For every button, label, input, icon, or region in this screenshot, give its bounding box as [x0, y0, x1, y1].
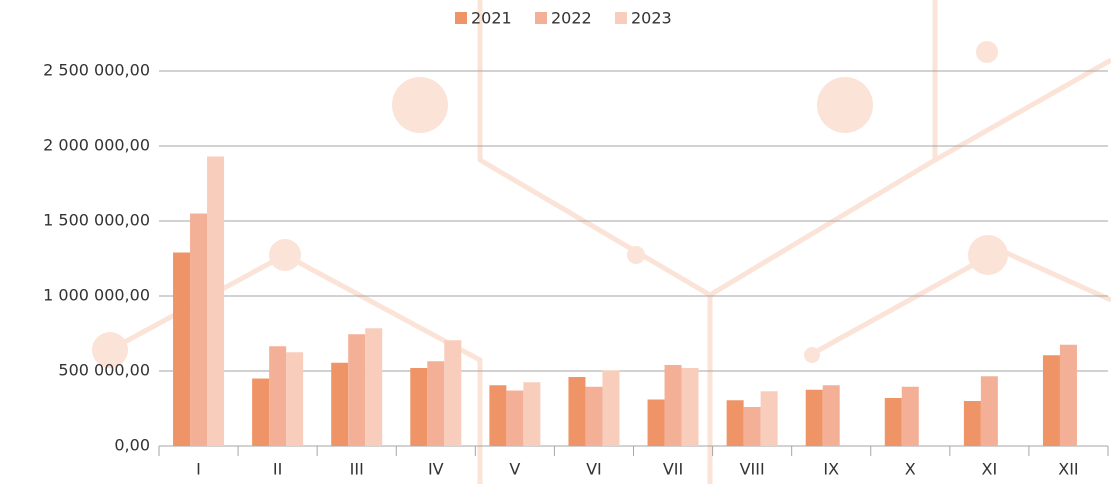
bar	[489, 385, 506, 446]
x-tick-label: V	[509, 460, 520, 479]
legend-swatch	[535, 12, 547, 24]
x-tick-label: XII	[1058, 460, 1078, 479]
x-tick-label: VII	[663, 460, 683, 479]
bar	[585, 387, 602, 446]
legend-swatch	[455, 12, 467, 24]
bar	[885, 398, 902, 446]
bar	[427, 361, 444, 446]
bar	[902, 387, 919, 446]
bar	[190, 214, 207, 447]
x-tick-label: VIII	[740, 460, 765, 479]
bar	[761, 391, 778, 446]
bar	[173, 253, 190, 447]
legend-label: 2021	[471, 9, 512, 28]
x-tick-label: VI	[586, 460, 602, 479]
bar	[523, 382, 540, 446]
x-tick-label: II	[273, 460, 282, 479]
bar	[410, 368, 427, 446]
bar	[1043, 355, 1060, 446]
legend-swatch	[615, 12, 627, 24]
bar	[682, 368, 699, 446]
x-tick-label: III	[350, 460, 364, 479]
bar	[602, 370, 619, 446]
bar	[648, 400, 665, 447]
x-tick-label: XI	[982, 460, 998, 479]
bar	[269, 346, 286, 446]
bar	[365, 328, 382, 446]
bar	[806, 390, 823, 446]
bar	[823, 385, 840, 446]
bar	[744, 407, 761, 446]
y-tick-label: 500 000,00	[58, 361, 150, 380]
bar	[207, 157, 224, 447]
y-tick-label: 1 500 000,00	[43, 211, 150, 230]
x-tick-label: IV	[428, 460, 444, 479]
y-tick-label: 2 000 000,00	[43, 136, 150, 155]
y-tick-label: 1 000 000,00	[43, 286, 150, 305]
x-tick-label: IX	[823, 460, 839, 479]
x-tick-label: X	[905, 460, 916, 479]
bar	[331, 363, 348, 446]
legend-label: 2022	[551, 9, 592, 28]
bar	[727, 400, 744, 446]
bar	[568, 377, 585, 446]
chart: 0,00 500 000,00 1 000 000,00 1 500 000,00 2 …	[0, 0, 1111, 484]
bar	[348, 334, 365, 446]
bar	[286, 352, 303, 446]
bar	[444, 340, 461, 446]
x-tick-label: I	[196, 460, 201, 479]
bar	[252, 379, 269, 447]
bar	[665, 365, 682, 446]
bar	[1060, 345, 1077, 446]
legend-label: 2023	[631, 9, 672, 28]
y-tick-label: 0,00	[114, 436, 150, 455]
bar	[506, 391, 523, 447]
bar	[981, 376, 998, 446]
bar	[964, 401, 981, 446]
y-tick-label: 2 500 000,00	[43, 61, 150, 80]
